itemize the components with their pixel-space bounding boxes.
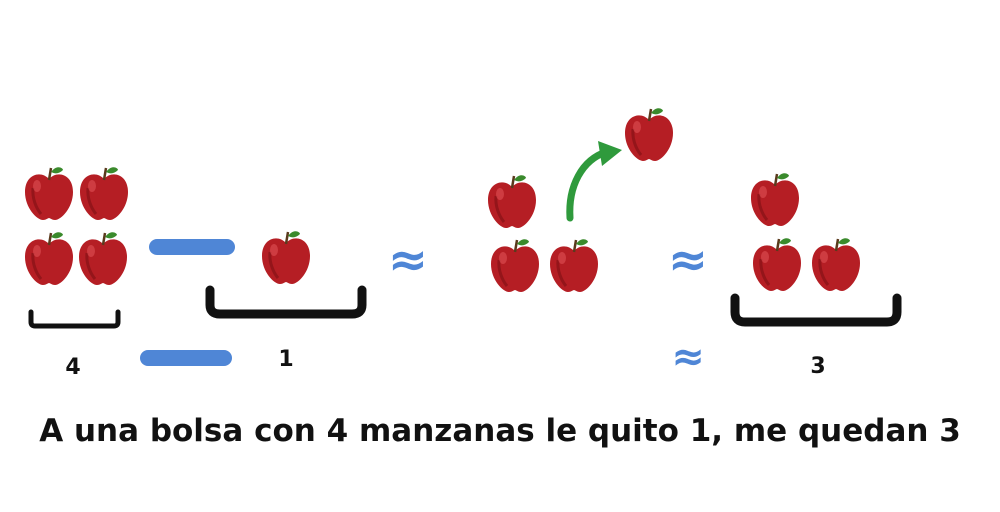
apple-icon (810, 236, 862, 293)
approx-symbol: ≈ (668, 232, 708, 288)
apple-group-removed (260, 229, 312, 286)
approx-symbol: ≈ (388, 232, 428, 288)
apple-icon (749, 171, 801, 228)
approx-symbol: ≈ (671, 334, 705, 380)
apple-icon (23, 230, 75, 287)
curved-arrow-icon (566, 141, 622, 222)
group-label-removed: 1 (278, 347, 293, 372)
apple-group-middle (486, 106, 675, 294)
apple-icon (77, 230, 129, 287)
bracket-icon (205, 285, 367, 319)
group-label-start: 4 (65, 355, 80, 380)
bracket-icon (28, 309, 121, 329)
caption-text: A una bolsa con 4 manzanas le quito 1, m… (39, 413, 961, 449)
minus-sign (149, 239, 235, 255)
apple-icon (78, 165, 130, 222)
apple-group-result (749, 171, 862, 293)
apple-icon (548, 237, 600, 294)
bracket-icon (730, 293, 902, 327)
apple-icon (489, 237, 541, 294)
group-label-result: 3 (810, 354, 825, 379)
apple-icon (751, 236, 803, 293)
apple-icon (486, 173, 538, 230)
apple-icon (623, 106, 675, 163)
apple-icon (23, 165, 75, 222)
minus-sign (140, 350, 232, 366)
apple-group-start (23, 165, 130, 287)
apple-icon (260, 229, 312, 286)
